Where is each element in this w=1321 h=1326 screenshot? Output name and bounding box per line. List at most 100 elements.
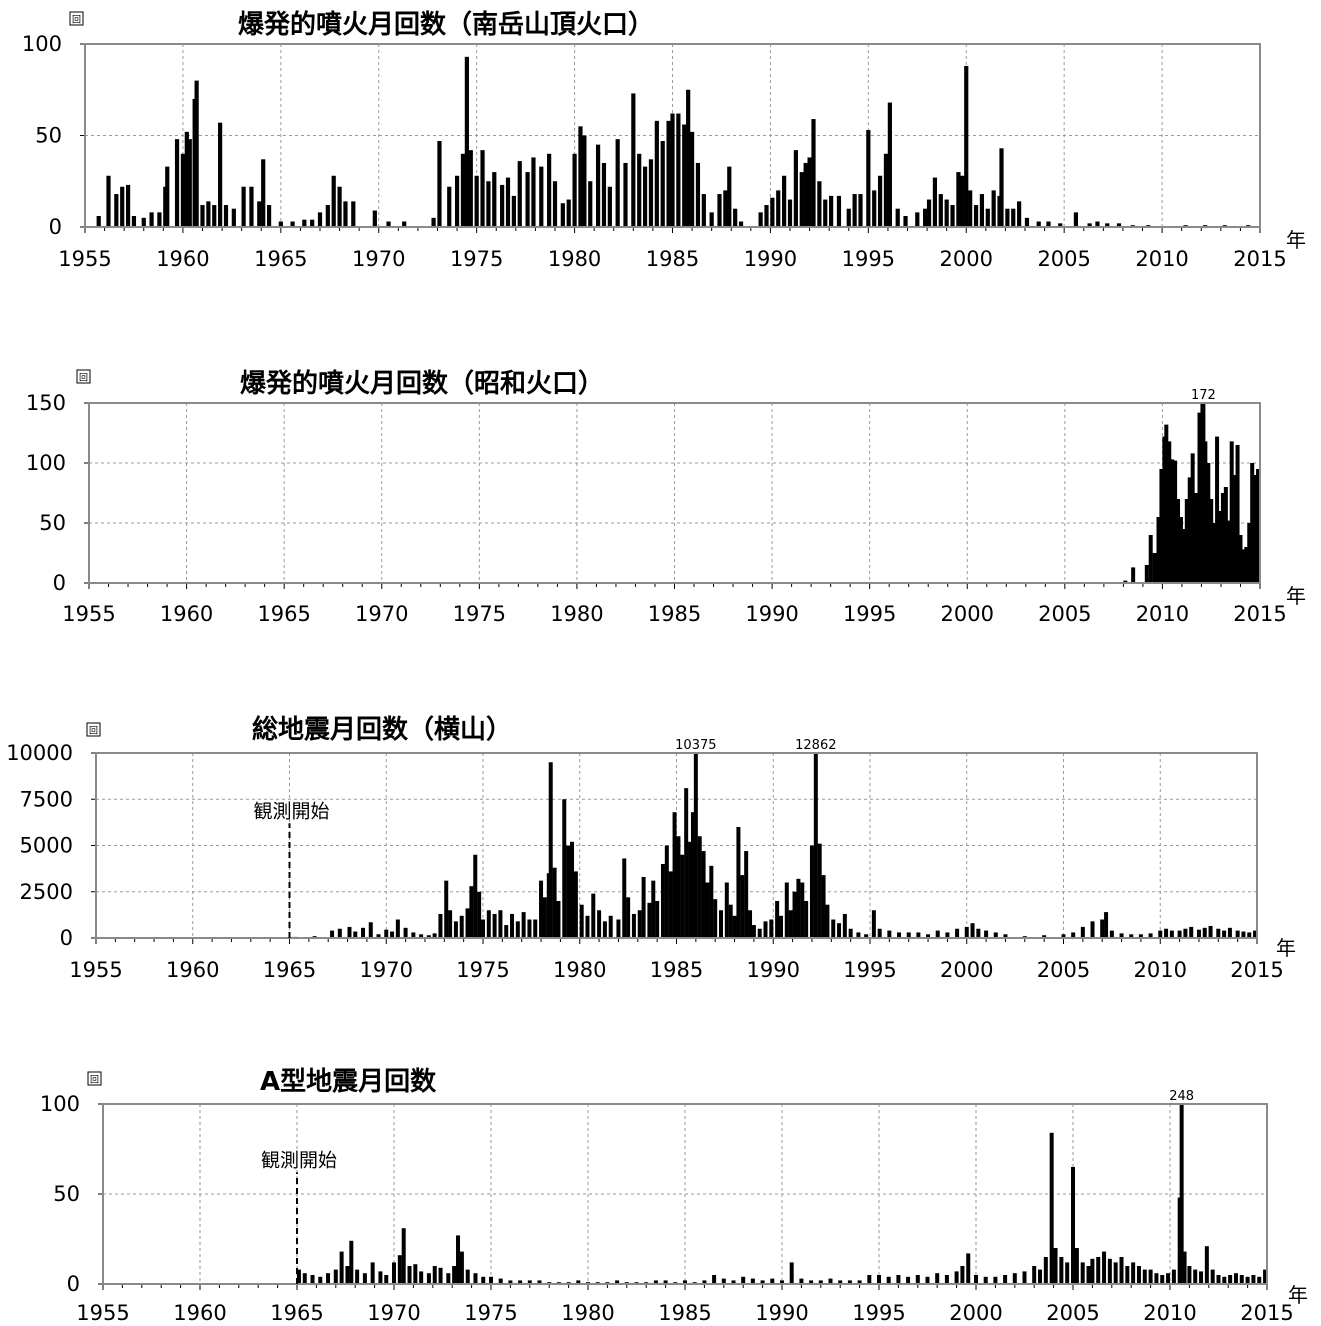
data-bar xyxy=(887,102,892,227)
data-bar xyxy=(426,1273,431,1284)
x-tick-label: 2000 xyxy=(940,247,993,271)
data-bar xyxy=(290,221,295,227)
data-bar xyxy=(1158,930,1163,938)
data-bar xyxy=(1105,223,1110,227)
data-bar xyxy=(637,910,642,938)
data-bar xyxy=(848,928,853,938)
data-bar xyxy=(1090,921,1095,938)
data-bar xyxy=(690,812,695,938)
y-tick-label: 7500 xyxy=(20,787,73,811)
observation-start-label: 観測開始 xyxy=(254,800,330,822)
y-tick-label: 2500 xyxy=(20,880,73,904)
data-bar xyxy=(390,931,395,938)
data-bar xyxy=(1109,930,1114,938)
data-bar xyxy=(241,186,246,227)
data-bar xyxy=(337,186,342,227)
data-bar xyxy=(960,175,965,227)
data-bar xyxy=(351,201,356,227)
data-bar xyxy=(782,175,787,227)
data-bar xyxy=(521,912,526,938)
data-bar xyxy=(480,150,485,227)
data-bar xyxy=(751,925,756,938)
y-unit-label: 回 xyxy=(72,15,81,26)
chart-title: 総地震月回数（横山） xyxy=(252,714,512,745)
data-bar xyxy=(1073,212,1079,227)
data-bar xyxy=(697,836,702,938)
data-bar xyxy=(206,201,211,227)
data-bar xyxy=(744,851,749,938)
data-bar xyxy=(607,186,612,227)
data-bar xyxy=(174,139,180,227)
data-bar xyxy=(1148,1269,1153,1284)
data-bar xyxy=(758,212,763,227)
x-tick-label: 2015 xyxy=(1233,602,1286,626)
data-bar xyxy=(938,194,943,227)
data-bar xyxy=(464,56,469,228)
data-bar xyxy=(407,1266,412,1284)
data-bar xyxy=(660,864,665,938)
data-bar xyxy=(817,181,822,227)
data-bar xyxy=(852,194,857,227)
data-bar xyxy=(368,922,373,938)
data-bar xyxy=(877,928,882,938)
x-tick-label: 1965 xyxy=(270,1301,323,1325)
data-bar xyxy=(976,928,981,938)
data-bar xyxy=(510,913,515,938)
data-bar xyxy=(1197,412,1202,583)
data-bar xyxy=(325,205,330,227)
data-bar xyxy=(793,150,798,227)
data-bar xyxy=(1017,201,1022,227)
data-bar xyxy=(296,1269,301,1284)
data-bar xyxy=(560,203,565,227)
data-bar xyxy=(1160,1275,1165,1284)
x-tick-label: 1975 xyxy=(456,958,509,982)
data-bar xyxy=(1245,1276,1250,1284)
data-bar xyxy=(897,932,902,938)
data-bar xyxy=(1043,1257,1048,1284)
data-bar xyxy=(626,897,631,938)
data-bar xyxy=(413,1264,418,1284)
data-bar xyxy=(945,932,950,938)
data-bar xyxy=(1144,565,1149,583)
data-bar xyxy=(993,1276,998,1284)
data-bar xyxy=(437,140,442,227)
x-tick-label: 2015 xyxy=(1230,958,1283,982)
x-tick-label: 2005 xyxy=(1046,1301,1099,1325)
data-bar xyxy=(1184,499,1189,583)
data-bar xyxy=(447,186,452,227)
data-bar xyxy=(1156,517,1161,583)
data-bar xyxy=(778,915,783,938)
data-bar xyxy=(345,1266,350,1284)
data-bar xyxy=(1216,1275,1221,1284)
y-tick-label: 100 xyxy=(26,451,66,475)
data-bar xyxy=(511,195,516,227)
data-bar xyxy=(411,932,416,938)
data-bar xyxy=(1102,1251,1107,1284)
data-bar xyxy=(1209,499,1214,583)
data-bar xyxy=(760,1280,765,1284)
data-bar xyxy=(432,1266,437,1284)
x-tick-label: 1980 xyxy=(548,247,601,271)
data-bar xyxy=(426,935,431,938)
data-bar xyxy=(370,1262,375,1284)
data-bar xyxy=(125,184,131,227)
data-bar xyxy=(836,195,842,227)
data-bar xyxy=(556,901,561,938)
data-bar xyxy=(784,882,789,938)
data-bar xyxy=(372,210,377,227)
data-bar xyxy=(923,208,928,227)
data-bar xyxy=(1061,934,1066,938)
peak-value-label: 172 xyxy=(1191,388,1216,403)
data-bar xyxy=(527,1280,532,1284)
data-bar xyxy=(1241,931,1246,938)
data-bar xyxy=(591,893,596,938)
x-tick-label: 1965 xyxy=(254,247,307,271)
data-bar xyxy=(431,217,436,227)
data-bar xyxy=(623,162,628,227)
data-bar xyxy=(780,1280,784,1284)
data-bar xyxy=(999,148,1004,227)
data-bar xyxy=(1138,934,1143,938)
data-bar xyxy=(915,212,920,227)
y-tick-label: 100 xyxy=(40,1092,80,1116)
data-bar xyxy=(955,928,960,938)
